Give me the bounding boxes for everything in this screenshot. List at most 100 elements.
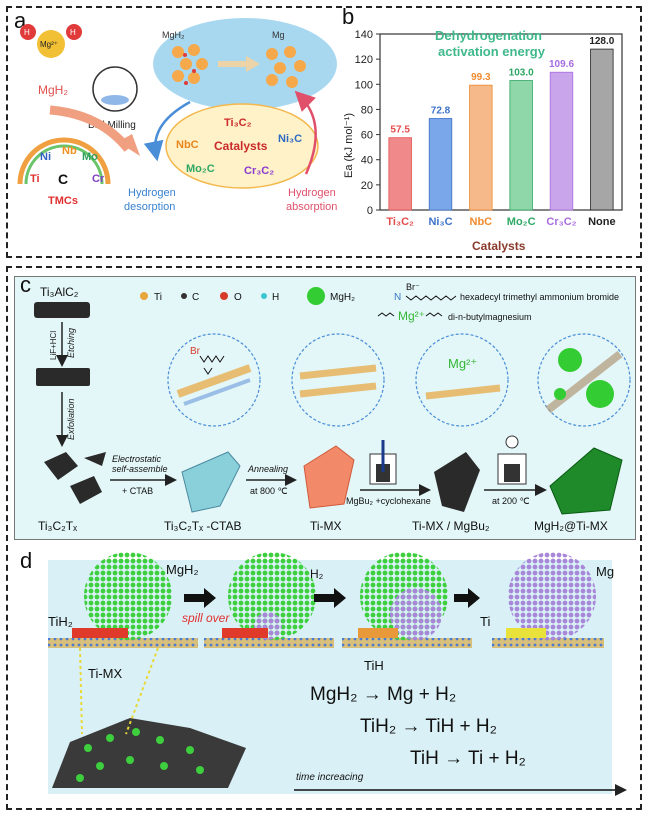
category-label: None — [588, 216, 616, 228]
mgbu2-chain-right — [425, 312, 443, 317]
legend-mgh2-dot — [307, 287, 325, 305]
pressure-gauge — [505, 435, 519, 449]
h-atom-left-label: H — [24, 28, 30, 37]
bar — [388, 137, 412, 211]
sheet-mgh2-dots — [76, 728, 204, 782]
y-tick-label: 40 — [361, 155, 373, 167]
mgbu2-chain-left — [377, 312, 395, 317]
y-tick-label: 0 — [367, 205, 373, 217]
legend-o: O — [234, 292, 242, 303]
bar-value-label: 72.8 — [431, 105, 451, 116]
tih2-label: TiH₂ — [48, 614, 73, 629]
panel-d-diagram: MgH₂ TiH₂ Ti-MX H₂ spill over TiH Mg Ti … — [48, 552, 627, 796]
zoom-circle-4 — [537, 333, 631, 427]
equation-2: TiH₂ → TiH + H₂ — [360, 716, 498, 737]
category-label: Ni₃C — [428, 216, 452, 228]
legend-c-dot — [181, 293, 187, 299]
mgh2-ti-mx-flake — [549, 447, 623, 515]
ti-layer-4 — [506, 628, 546, 638]
step1-line2: self-assemble — [112, 464, 168, 474]
h2-label: H₂ — [310, 567, 324, 581]
zoom-circle-1: Br — [167, 333, 261, 427]
mgh2-h-atoms — [183, 53, 196, 85]
y-tick-label: 80 — [361, 104, 373, 116]
hydrogen-desorption-l1: Hydrogen — [128, 187, 176, 199]
spill-over-label: spill over — [182, 611, 230, 625]
tih2-layer-1 — [72, 628, 128, 638]
ti-mx-mgbu2-flake — [434, 452, 480, 512]
reaction-arrow — [218, 61, 248, 67]
mgh2-particle-2 — [228, 552, 316, 640]
step1-line3: + CTAB — [122, 486, 153, 496]
ti3c2tx-flakes — [44, 452, 106, 504]
substrate-3 — [342, 638, 472, 648]
step4-label: at 200 ℃ — [492, 496, 530, 506]
mgh2-cluster — [172, 44, 208, 84]
substrate-1 — [48, 638, 198, 648]
exfoliation-label: Exfoliation — [66, 398, 76, 440]
legend-ti: Ti — [154, 292, 162, 303]
tmc-mo: Mo — [82, 151, 98, 163]
zoom-circle-3: Mg²⁺ — [415, 333, 509, 427]
legend-br: Br⁻ — [406, 282, 420, 292]
legend-mgh2: MgH₂ — [330, 292, 355, 303]
substrate-2 — [204, 638, 334, 648]
category-label: Ti₃C₂ — [386, 216, 414, 228]
ball-mill-powder — [101, 95, 129, 105]
category-label: NbC — [470, 216, 493, 228]
ball-milling-label: Ball Milling — [88, 120, 136, 131]
step3-label: MgBu₂ +cyclohexane — [346, 496, 431, 506]
hydrogen-desorption-l2: desorption — [124, 201, 175, 213]
panel-c-diagram: Ti₃AlC₂ LiF+HCl Etching Exfoliation Ti₃C… — [34, 282, 631, 533]
etched-block — [36, 368, 90, 386]
substrate-4 — [492, 638, 604, 648]
activation-energy-chart: 0 20 40 60 80 100 120 140 57.5 Ti₃C₂ 72.8 Ni₃C 99.3… — [343, 28, 623, 253]
equation-3: TiH → Ti + H₂ — [410, 748, 526, 769]
tmc-cr: Cr — [92, 173, 105, 185]
ctab-name: hexadecyl trimethyl ammonium bromide — [460, 292, 619, 302]
ctab-br-label: Br — [190, 346, 201, 357]
legend-h-dot — [261, 293, 267, 299]
timx-label: Ti-MX — [88, 666, 123, 681]
catalyst-ti3c2: Ti₃C₂ — [224, 117, 252, 129]
tmc-ti: Ti — [30, 173, 40, 185]
reaction-arrow-head — [246, 56, 260, 72]
mg-particle-4 — [508, 552, 596, 640]
stage-arrow-2 — [314, 588, 346, 608]
bar-value-label: 109.6 — [549, 59, 574, 70]
h-atom-right — [66, 24, 82, 40]
bar-value-label: 57.5 — [390, 125, 410, 136]
h-atom-right-label: H — [70, 28, 76, 37]
catalyst-ni3c: Ni₃C — [278, 133, 302, 145]
mg-label: Mg — [596, 564, 614, 579]
y-tick-label: 60 — [361, 130, 373, 142]
tmcs-label: TMCs — [48, 195, 78, 207]
mgh2-reactant-label: MgH₂ — [38, 83, 68, 97]
product-ti-mx-mgbu2: Ti-MX / MgBu₂ — [412, 519, 490, 533]
catalyst-ellipse — [165, 103, 319, 189]
ti-mx-flake — [303, 445, 355, 509]
chart-ylabel: Ea (kJ mol⁻¹) — [343, 113, 355, 178]
legend-n: N — [394, 292, 401, 303]
step2-line1: Annealing — [247, 464, 288, 474]
step2-line2: at 800 ℃ — [250, 486, 288, 496]
chart-xlabel: Catalysts — [472, 239, 526, 253]
tih-label: TiH — [364, 658, 384, 673]
y-tick-label: 140 — [355, 29, 373, 41]
bar-value-label: 103.0 — [509, 68, 534, 79]
zoom-circle-2 — [291, 333, 385, 427]
mg-ion-label: Mg²⁺ — [40, 40, 58, 49]
bar — [469, 84, 493, 211]
mg-ion-sphere — [37, 30, 65, 58]
mgh2-label: MgH₂ — [166, 562, 199, 577]
tmc-arch-green — [24, 144, 104, 185]
category-label: Mo₂C — [507, 216, 536, 228]
catalyst-nbc: NbC — [176, 139, 199, 151]
y-tick-label: 100 — [355, 79, 373, 91]
etching-label: Etching — [66, 328, 76, 358]
panel-c-d-frame — [6, 266, 642, 810]
absorption-arrow — [294, 90, 317, 175]
panel-a-diagram: H H Mg²⁺ MgH₂ Ball Milling Ti Ni Nb Mo C… — [17, 18, 337, 213]
step1-line1: Electrostatic — [112, 454, 162, 464]
legend-o-dot — [220, 292, 228, 300]
